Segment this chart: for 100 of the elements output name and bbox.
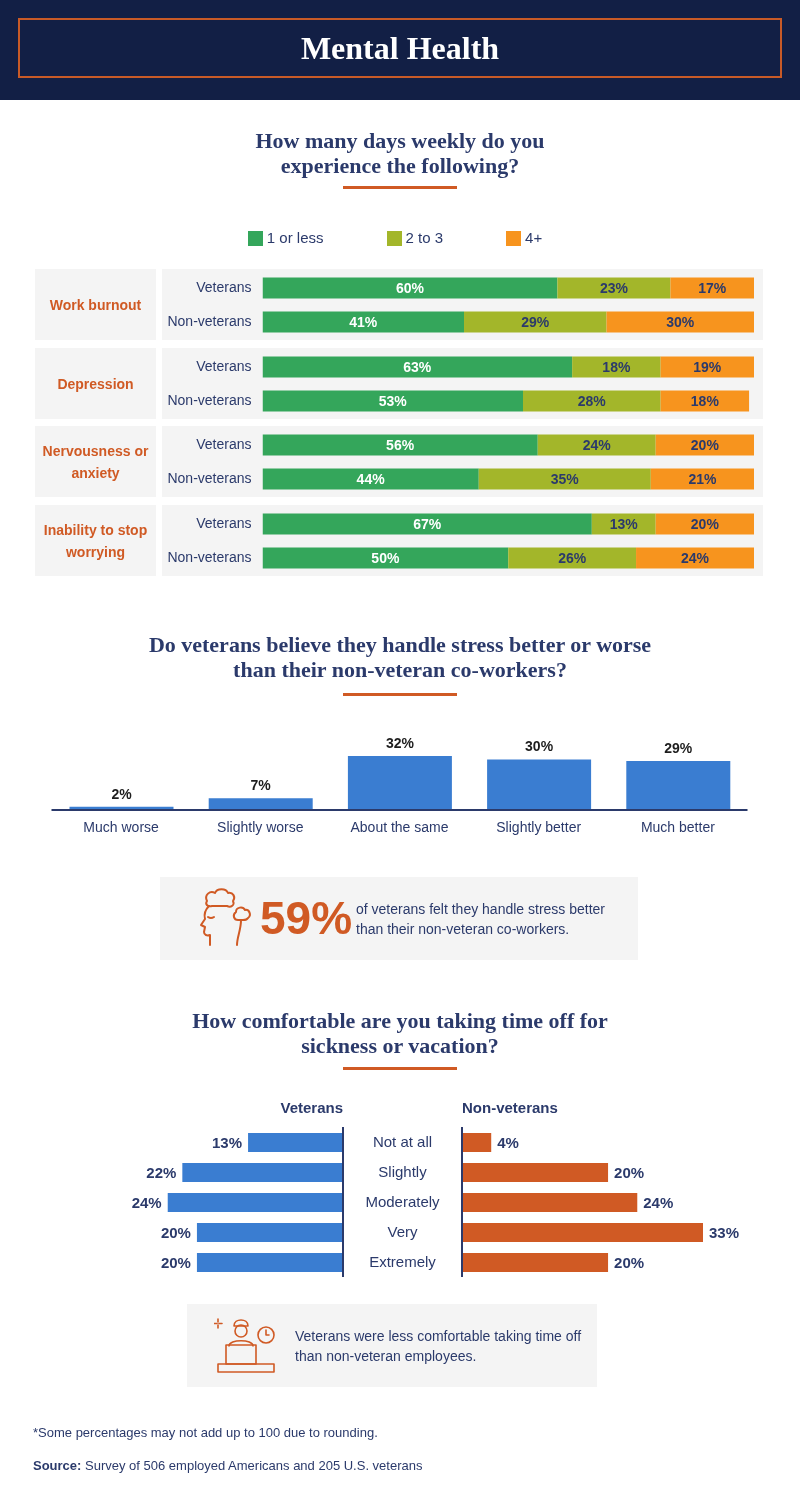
chart-title: Mental Health [299, 29, 501, 68]
text: of veterans felt they handle stress better than their non-veteran co-workers. [356, 900, 607, 939]
bar [655, 513, 754, 535]
bar [636, 547, 754, 569]
bar [670, 277, 754, 299]
data-label: 30% [666, 313, 695, 330]
data-label: 41% [349, 313, 378, 330]
x-tick-label: Slightly worse [217, 818, 304, 835]
y-tick-label: Veterans [196, 279, 252, 296]
data-label: 29% [521, 313, 550, 330]
bar [655, 434, 754, 456]
y-tick-label: Moderately [365, 1193, 441, 1211]
legend-label: 4+ [525, 229, 543, 246]
bar [572, 356, 661, 378]
text: How comfortable are you taking time off for sickness or vacation? [191, 1007, 609, 1058]
bar [248, 1133, 343, 1152]
y-tick-label: Very [387, 1223, 419, 1241]
data-label: 20% [690, 436, 720, 453]
data-label: 53% [378, 392, 408, 409]
bar [462, 1223, 703, 1242]
bar [508, 547, 637, 569]
data-label: 24% [643, 1193, 674, 1211]
x-tick-label: Much worse [83, 818, 160, 835]
bar [262, 277, 558, 299]
text: Veterans were less comfortable taking time off than non-veteran employees. [295, 1327, 583, 1366]
y-tick-label: Veterans [196, 436, 252, 453]
data-label: 29% [664, 740, 693, 757]
bar [262, 390, 523, 412]
x-tick-label: Slightly better [496, 818, 582, 835]
y-tick-label: Slightly [378, 1163, 428, 1181]
bar [606, 311, 754, 333]
bar [462, 1253, 609, 1272]
data-label: 20% [160, 1253, 191, 1271]
bar [464, 311, 607, 333]
data-label: 32% [385, 735, 415, 751]
y-tick-label: Not at all [372, 1133, 433, 1151]
bar [650, 468, 754, 490]
data-label: 18% [690, 392, 720, 409]
bar [557, 277, 671, 299]
data-label: 20% [690, 515, 720, 532]
bar [523, 390, 661, 412]
y-tick-label: Non-veterans [167, 470, 252, 487]
data-label: 2% [111, 785, 133, 802]
data-label: 24% [131, 1193, 162, 1211]
data-label: 56% [386, 436, 415, 453]
data-label: 17% [698, 279, 727, 296]
bar [626, 761, 731, 810]
bar [208, 798, 313, 810]
x-tick-label: Much better [640, 818, 716, 835]
data-label: 33% [709, 1223, 740, 1241]
data-label: 60% [395, 279, 425, 296]
data-label: 7% [250, 777, 272, 794]
bar [347, 756, 452, 810]
data-label: 19% [693, 358, 722, 375]
chart-title: Do veterans believe they handle stress better or worse than their non-veteran co-workers? [147, 631, 653, 682]
data-label: 35% [550, 470, 580, 487]
bar [262, 547, 509, 569]
data-label: 18% [602, 358, 631, 375]
bar [262, 356, 573, 378]
text: *Some percentages may not add up to 100 due to rounding. [33, 1424, 379, 1442]
y-tick-label: Non-veterans [167, 392, 252, 409]
y-axis-title: Nervousness or anxiety [41, 441, 150, 483]
bar [182, 1163, 343, 1182]
y-tick-label: Extremely [369, 1253, 437, 1271]
y-tick-label: Veterans [196, 358, 252, 375]
y-axis-title: Inability to stop worrying [42, 520, 149, 562]
data-label: 67% [413, 515, 442, 532]
data-label: 50% [371, 549, 400, 566]
data-label: 20% [160, 1223, 191, 1241]
y-tick-label: Non-veterans [167, 313, 252, 330]
data-label: 63% [403, 358, 432, 375]
data-label: 22% [146, 1163, 177, 1181]
data-label: 13% [609, 515, 639, 532]
bar [537, 434, 656, 456]
y-axis-title: Depression [57, 374, 134, 394]
bar [262, 311, 465, 333]
legend-label: 2 to 3 [405, 229, 445, 246]
x-tick-label: About the same [350, 818, 449, 835]
y-axis-title: Work burnout [49, 295, 142, 315]
bar [487, 759, 592, 810]
y-tick-label: Veterans [196, 515, 252, 532]
bar [462, 1133, 492, 1152]
bar [196, 1223, 343, 1242]
data-label: 20% [614, 1163, 645, 1181]
data-label: 13% [212, 1133, 243, 1151]
bar [462, 1163, 609, 1182]
bar [262, 468, 479, 490]
data-label: 24% [681, 549, 710, 566]
data-label: 23% [599, 279, 629, 296]
chart-subtitle: How many days weekly do you experience the following? [254, 127, 546, 178]
bar [262, 513, 592, 535]
data-label: 44% [356, 470, 386, 487]
data-label: 20% [614, 1253, 645, 1271]
data-label: 26% [558, 549, 587, 566]
bar [167, 1193, 343, 1212]
legend-label: 1 or less [266, 229, 325, 246]
series-label: Non-veterans [462, 1098, 559, 1118]
data-label: 30% [525, 738, 554, 755]
bar [196, 1253, 343, 1272]
data-label: 28% [577, 392, 607, 409]
